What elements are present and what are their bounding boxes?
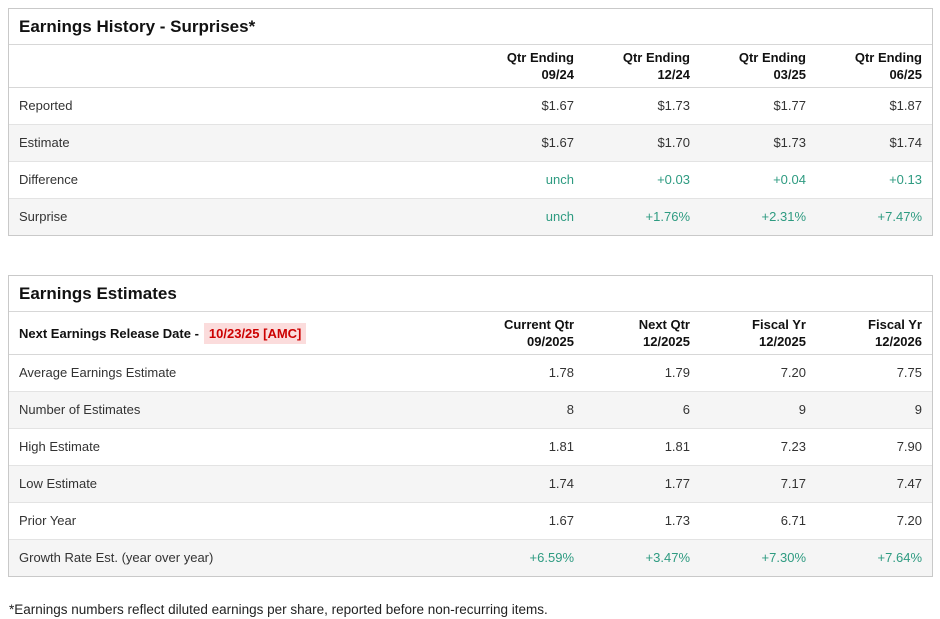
cell-value: $1.73: [657, 98, 690, 113]
row-label: Reported: [19, 98, 73, 113]
cell-value: 7.75: [896, 365, 922, 380]
cell-value: 1.77: [664, 476, 690, 491]
cell-value: $1.73: [773, 135, 806, 150]
row-label: High Estimate: [19, 439, 100, 454]
column-header-line2: 09/2025: [527, 334, 574, 349]
row-label: Prior Year: [19, 513, 77, 528]
column-header-line1: Fiscal Yr: [752, 317, 806, 332]
cell-value: unch: [545, 172, 574, 187]
cell-value: $1.74: [889, 135, 922, 150]
row-label: Growth Rate Est. (year over year): [19, 550, 214, 565]
table-row: Surprise unch +1.76% +2.31% +7.47%: [9, 199, 932, 235]
cell-value: +3.47%: [645, 550, 690, 565]
cell-value: 7.90: [896, 439, 922, 454]
table-row: Estimate $1.67 $1.70 $1.73 $1.74: [9, 125, 932, 162]
row-label: Number of Estimates: [19, 402, 141, 417]
cell-value: 1.67: [548, 513, 574, 528]
release-date-label: Next Earnings Release Date -: [19, 325, 199, 341]
cell-value: +7.64%: [877, 550, 922, 565]
table-row: Number of Estimates 8 6 9 9: [9, 392, 932, 429]
column-header-line2: 09/24: [541, 67, 574, 82]
earnings-estimates-title: Earnings Estimates: [9, 276, 932, 312]
column-header-line1: Next Qtr: [638, 317, 690, 332]
cell-value: +7.30%: [761, 550, 806, 565]
cell-value: $1.67: [541, 98, 574, 113]
earnings-estimates-header-row: Next Earnings Release Date -10/23/25 [AM…: [9, 312, 932, 355]
column-header: Qtr Ending 12/24: [584, 49, 700, 83]
column-header: Fiscal Yr 12/2025: [700, 316, 816, 350]
next-earnings-release: Next Earnings Release Date -10/23/25 [AM…: [9, 322, 468, 344]
cell-value: 1.79: [664, 365, 690, 380]
cell-value: +0.04: [773, 172, 806, 187]
column-header-line1: Qtr Ending: [622, 50, 690, 65]
column-header: Qtr Ending 06/25: [816, 49, 932, 83]
column-header-line2: 12/24: [657, 67, 690, 82]
cell-value: unch: [545, 209, 574, 224]
cell-value: +7.47%: [877, 209, 922, 224]
column-header-line1: Qtr Ending: [506, 50, 574, 65]
column-header-line1: Qtr Ending: [854, 50, 922, 65]
table-row: Reported $1.67 $1.73 $1.77 $1.87: [9, 88, 932, 125]
table-row: High Estimate 1.81 1.81 7.23 7.90: [9, 429, 932, 466]
row-label: Average Earnings Estimate: [19, 365, 177, 380]
cell-value: +0.13: [889, 172, 922, 187]
column-header: Qtr Ending 03/25: [700, 49, 816, 83]
column-header: Qtr Ending 09/24: [468, 49, 584, 83]
cell-value: 9: [798, 402, 806, 417]
cell-value: 9: [914, 402, 922, 417]
column-header-line2: 12/2026: [875, 334, 922, 349]
table-row: Prior Year 1.67 1.73 6.71 7.20: [9, 503, 932, 540]
cell-value: +1.76%: [645, 209, 690, 224]
column-header: Next Qtr 12/2025: [584, 316, 700, 350]
earnings-history-title: Earnings History - Surprises*: [9, 9, 932, 45]
cell-value: 6.71: [780, 513, 806, 528]
cell-value: 8: [566, 402, 574, 417]
earnings-footnote: *Earnings numbers reflect diluted earnin…: [9, 602, 548, 617]
earnings-history-panel: Earnings History - Surprises* Qtr Ending…: [8, 8, 933, 236]
cell-value: 6: [682, 402, 690, 417]
row-label: Difference: [19, 172, 79, 187]
column-header-line2: 12/2025: [759, 334, 806, 349]
table-row: Average Earnings Estimate 1.78 1.79 7.20 7.7…: [9, 355, 932, 392]
cell-value: 7.20: [896, 513, 922, 528]
cell-value: 1.81: [664, 439, 690, 454]
column-header: Fiscal Yr 12/2026: [816, 316, 932, 350]
cell-value: +6.59%: [529, 550, 574, 565]
column-header-line2: 06/25: [889, 67, 922, 82]
table-body: Average Earnings Estimate 1.78 1.79 7.20 7.7…: [9, 355, 932, 576]
cell-value: 1.78: [548, 365, 574, 380]
column-header-line2: 03/25: [773, 67, 806, 82]
row-label: Estimate: [19, 135, 70, 150]
column-header-line2: 12/2025: [643, 334, 690, 349]
earnings-history-header-row: Qtr Ending 09/24 Qtr Ending 12/24 Qtr Ending…: [9, 45, 932, 88]
cell-value: 7.20: [780, 365, 806, 380]
table-body: Reported $1.67 $1.73 $1.77 $1.87 Estimate $1.6…: [9, 88, 932, 235]
row-label: Surprise: [19, 209, 68, 224]
cell-value: 1.73: [664, 513, 690, 528]
cell-value: 7.17: [780, 476, 806, 491]
row-label: Low Estimate: [19, 476, 98, 491]
cell-value: 7.23: [780, 439, 806, 454]
cell-value: $1.87: [889, 98, 922, 113]
earnings-estimates-panel: Earnings Estimates Next Earnings Release…: [8, 275, 933, 577]
cell-value: 7.47: [896, 476, 922, 491]
cell-value: 1.74: [548, 476, 574, 491]
column-header-line1: Current Qtr: [503, 317, 574, 332]
panel-gap: [8, 236, 933, 275]
table-row: Growth Rate Est. (year over year) +6.59% +…: [9, 540, 932, 576]
cell-value: $1.70: [657, 135, 690, 150]
table-row: Difference unch +0.03 +0.04 +0.13: [9, 162, 932, 199]
release-date-value: 10/23/25 [AMC]: [203, 322, 307, 344]
column-header-line1: Fiscal Yr: [868, 317, 922, 332]
column-header: Current Qtr 09/2025: [468, 316, 584, 350]
cell-value: $1.67: [541, 135, 574, 150]
cell-value: 1.81: [548, 439, 574, 454]
table-row: Low Estimate 1.74 1.77 7.17 7.47: [9, 466, 932, 503]
cell-value: $1.77: [773, 98, 806, 113]
cell-value: +0.03: [657, 172, 690, 187]
column-header-line1: Qtr Ending: [738, 50, 806, 65]
cell-value: +2.31%: [761, 209, 806, 224]
